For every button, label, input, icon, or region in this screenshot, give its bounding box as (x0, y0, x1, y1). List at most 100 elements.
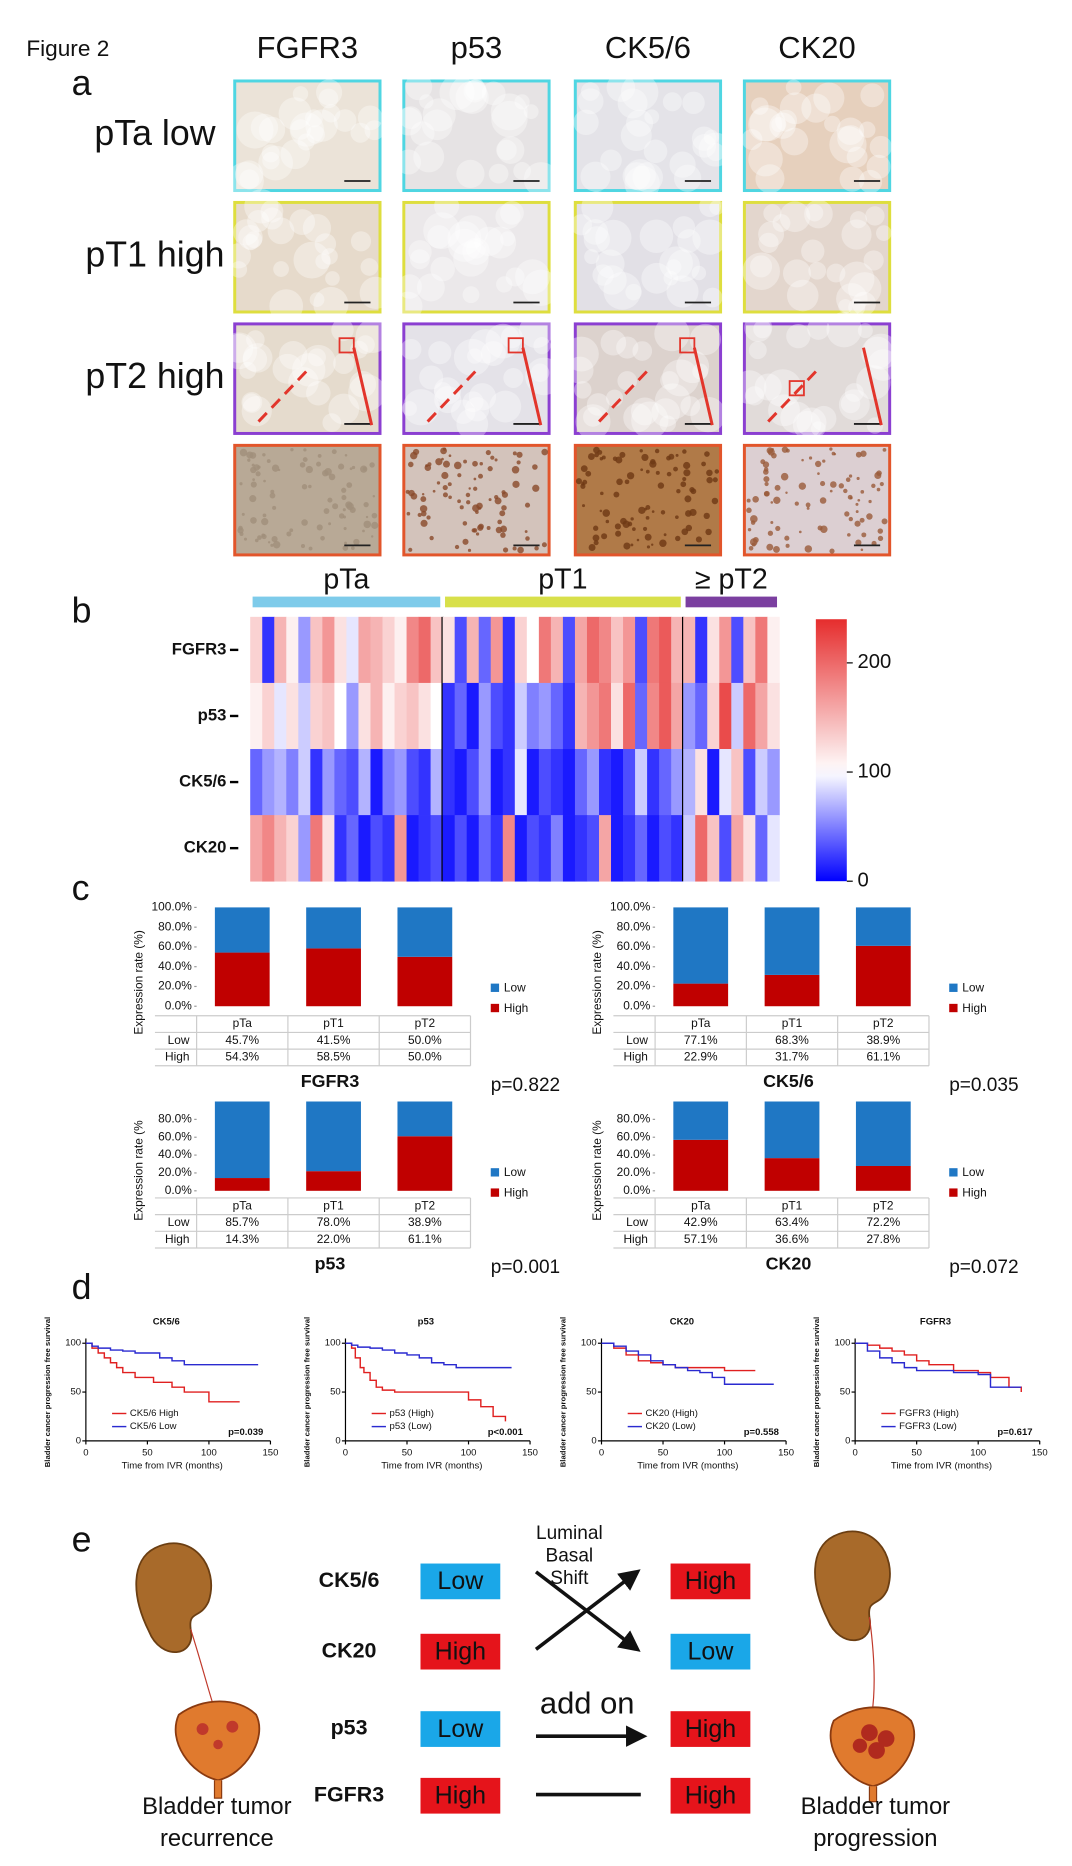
heat-cell (274, 682, 287, 750)
texture-dot (592, 534, 600, 542)
texture-dot (855, 502, 859, 506)
heat-cell (526, 815, 540, 882)
p-value: p=0.617 (997, 1427, 1032, 1438)
texture-dot (774, 484, 781, 491)
texture (741, 79, 892, 194)
texture-dot (868, 499, 872, 504)
texture-dot (462, 538, 469, 545)
texture-dot (741, 129, 763, 150)
texture-dot (780, 127, 809, 156)
texture-dot (792, 410, 822, 440)
heat-cell (574, 616, 588, 684)
y-axis-label: Bladder cancer progression free survival (43, 1317, 52, 1467)
texture-dot (262, 453, 266, 457)
texture-dot (785, 79, 802, 96)
y-axis-label: Expression rate (%) (590, 930, 604, 1034)
texture-dot (645, 504, 651, 510)
p-value: p=0.822 (491, 1075, 560, 1096)
texture-dot (689, 323, 721, 356)
texture-dot (396, 149, 422, 175)
texture-dot (532, 464, 538, 470)
texture-dot (749, 105, 786, 142)
texture-dot (772, 214, 791, 232)
texture-dot (856, 476, 860, 481)
x-tick-label: 100 (461, 1447, 477, 1458)
group-label: pTa (323, 564, 369, 596)
texture-dot (855, 451, 862, 458)
texture-dot (447, 221, 482, 255)
state-label: Low (437, 1715, 484, 1743)
heat-cell (298, 749, 311, 816)
texture-dot (238, 224, 263, 250)
texture-dot (233, 219, 260, 246)
texture-dot (806, 506, 810, 510)
texture-dot (595, 219, 632, 257)
texture-dot (260, 199, 284, 223)
texture-dot (585, 470, 592, 477)
texture-dot (342, 545, 349, 551)
texture (570, 191, 728, 310)
texture-dot (434, 382, 452, 400)
texture-dot (288, 367, 319, 398)
legend-label: CK20 (High) (646, 1408, 698, 1419)
texture-dot (523, 162, 559, 197)
heat-cell (334, 815, 347, 882)
heat-cell (550, 815, 564, 882)
texture-dot (306, 125, 325, 144)
texture-dot (822, 459, 826, 463)
texture-dot (612, 456, 618, 461)
texture-dot (801, 458, 804, 462)
texture-dot (769, 112, 796, 139)
heat-cell (743, 616, 756, 684)
texture-dot (457, 473, 462, 478)
texture-dot (657, 482, 665, 489)
texture-dot (262, 151, 280, 170)
texture-dot (306, 380, 331, 406)
texture-dot (423, 212, 461, 250)
texture-dot (706, 143, 725, 162)
texture-dot (829, 548, 835, 554)
heat-cell (394, 815, 407, 882)
heat-cell (550, 682, 564, 750)
texture-dot (501, 490, 506, 495)
heat-cell (659, 616, 672, 684)
survival-curve (601, 1342, 756, 1372)
texture-dot (646, 545, 651, 549)
texture-dot (393, 291, 423, 321)
texture-dot (356, 335, 375, 355)
legend-label: Low (962, 981, 984, 995)
texture-dot (829, 447, 833, 451)
heat-cell (478, 616, 492, 684)
texture-dot (474, 226, 504, 257)
texture-dot (588, 544, 596, 551)
texture-dot (704, 451, 710, 457)
texture-dot (494, 494, 499, 500)
texture-dot (766, 543, 774, 551)
heat-cell (647, 815, 660, 882)
texture-dot (495, 204, 521, 230)
texture-dot (450, 399, 476, 424)
group-bar (445, 596, 681, 608)
texture-dot (801, 93, 831, 123)
texture-dot (512, 451, 517, 456)
heat-cell (695, 815, 708, 882)
texture-dot (861, 336, 894, 369)
x-axis-label: Time from IVR (months) (891, 1460, 992, 1471)
texture-dot (344, 453, 348, 457)
heat-cell (526, 682, 540, 750)
y-tick-label: 20.0% (158, 1165, 192, 1179)
texture-dot (479, 461, 483, 466)
add-on-label: add on (540, 1685, 635, 1720)
texture-dot (364, 120, 385, 141)
texture-dot (318, 88, 339, 109)
heat-cell (382, 682, 395, 750)
texture-dot (261, 144, 280, 163)
texture-dot (763, 476, 770, 483)
table-value: 31.7% (775, 1050, 809, 1064)
category-label: pT1 (782, 1016, 803, 1030)
texture-dot (597, 449, 603, 455)
texture-dot (622, 162, 651, 191)
texture-dot (695, 536, 702, 543)
heat-cell (659, 815, 672, 882)
texture-dot (801, 239, 825, 263)
